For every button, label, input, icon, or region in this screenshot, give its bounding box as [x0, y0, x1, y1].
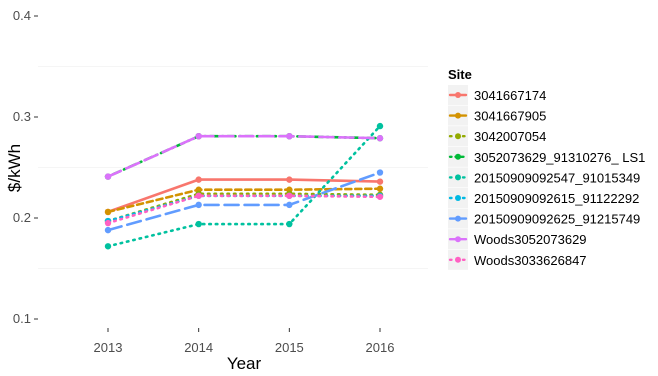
legend-label: 20150909092625_91215749: [474, 212, 640, 227]
legend-label: 20150909092547_91015349: [474, 170, 640, 185]
legend-item: 20150909092547_91015349: [448, 167, 640, 188]
legend-item: Woods3033626847: [448, 249, 587, 270]
legend-label: 3041667905: [474, 109, 546, 124]
legend-item: 20150909092625_91215749: [448, 208, 640, 229]
legend-key-point: [455, 174, 461, 181]
legend-key-point: [455, 92, 461, 98]
series-line: [106, 194, 382, 225]
data-point: [286, 176, 293, 183]
data-point: [104, 226, 112, 234]
x-tick-label: 2014: [184, 340, 213, 355]
x-tick-label: 2015: [275, 340, 304, 355]
legend: Site 3041667174 3041667905 3042007054 30520…: [448, 67, 645, 270]
series-line: [106, 171, 382, 232]
data-point: [286, 201, 293, 209]
data-point: [195, 132, 202, 140]
data-point: [376, 122, 384, 130]
data-point: [195, 176, 202, 183]
y-tick-label: 0.4: [13, 8, 31, 23]
data-point: [286, 220, 293, 228]
data-point: [376, 135, 384, 142]
data-point: [104, 243, 112, 250]
legend-item: 3041667905: [448, 105, 546, 126]
legend-key-point: [455, 133, 461, 140]
y-axis-title: $/kWh: [5, 144, 24, 192]
series-layer: [104, 122, 384, 250]
legend-key-point: [455, 256, 461, 263]
legend-label: Woods3033626847: [474, 253, 587, 268]
legend-key-point: [455, 236, 461, 243]
legend-label: 3042007054: [474, 129, 546, 144]
data-point: [104, 208, 112, 216]
data-point: [376, 193, 384, 200]
y-tick-label: 0.3: [13, 109, 31, 124]
data-point: [195, 201, 202, 209]
legend-item: 3052073629_91310276_ LS1: [448, 146, 645, 167]
series-line: [106, 124, 382, 248]
series-8: [104, 132, 384, 180]
legend-item: Woods3052073629: [448, 229, 587, 250]
x-axis-title: Year: [227, 354, 262, 373]
data-point: [104, 219, 112, 227]
legend-label: 3041667174: [474, 88, 546, 103]
series-9: [104, 192, 384, 227]
legend-key-point: [455, 153, 461, 160]
data-point: [286, 192, 293, 199]
series-line: [106, 178, 382, 214]
data-point: [376, 185, 384, 192]
axes: 0.1 0.2 0.3 0.4 2013 2014 2015 2016: [13, 8, 395, 355]
legend-label: 3052073629_91310276_ LS1: [474, 150, 645, 165]
data-point: [104, 173, 112, 180]
series-line: [106, 134, 382, 178]
legend-title: Site: [448, 67, 472, 82]
y-tick-label: 0.2: [13, 210, 31, 225]
series-7: [104, 169, 384, 234]
series-5: [104, 122, 384, 250]
x-tick-label: 2013: [94, 340, 123, 355]
legend-key-point: [455, 112, 461, 119]
data-point: [376, 169, 384, 176]
data-point: [195, 220, 202, 228]
data-point: [195, 192, 202, 199]
y-tick-label: 0.1: [13, 311, 31, 326]
legend-key-point: [455, 195, 461, 201]
legend-label: 20150909092615_91122292: [474, 191, 639, 206]
legend-item: 3041667174: [448, 85, 546, 105]
legend-item: 3042007054: [448, 126, 546, 147]
data-point: [286, 132, 293, 140]
gridlines: [38, 66, 428, 269]
legend-key-point: [455, 215, 461, 222]
legend-label: Woods3052073629: [474, 232, 587, 247]
legend-item: 20150909092615_91122292: [448, 188, 639, 208]
data-point: [376, 178, 384, 185]
x-tick-label: 2016: [366, 340, 395, 355]
